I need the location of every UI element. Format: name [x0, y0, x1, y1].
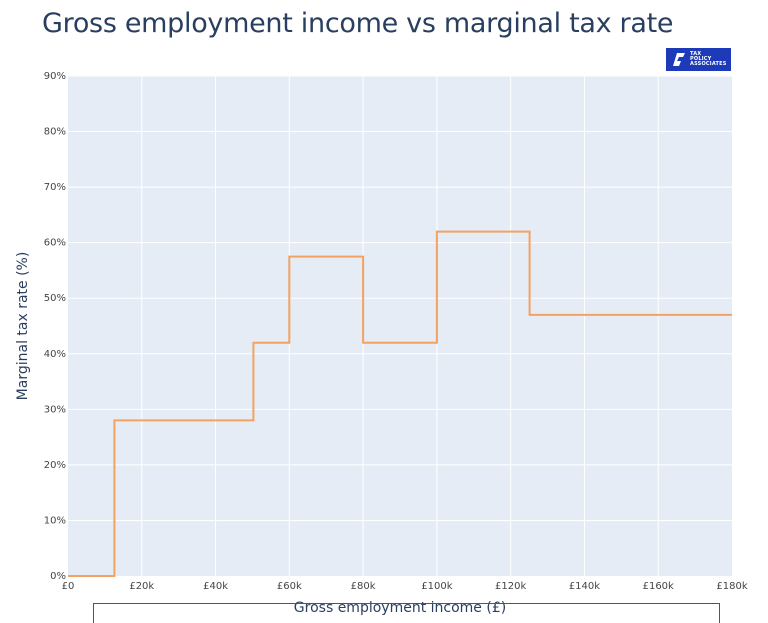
y-tick-label: 70%: [44, 182, 66, 193]
logo-mark-icon: [673, 53, 685, 66]
x-tick-label: £80k: [351, 581, 376, 592]
footer-box: [93, 603, 720, 623]
x-axis-title: Gross employment income (£): [294, 600, 506, 616]
y-tick-label: 90%: [44, 71, 66, 82]
y-tick-label: 10%: [44, 515, 66, 526]
chart-title: Gross employment income vs marginal tax …: [42, 8, 674, 39]
x-tick-label: £0: [62, 581, 75, 592]
y-axis-ticks: 0% 10% 20% 30% 40% 50% 60% 70% 80% 90%: [44, 71, 66, 582]
x-tick-label: £140k: [569, 581, 600, 592]
x-tick-label: £40k: [203, 581, 228, 592]
y-tick-label: 30%: [44, 404, 66, 415]
x-tick-label: £160k: [643, 581, 674, 592]
y-tick-label: 50%: [44, 293, 66, 304]
x-tick-label: £100k: [421, 581, 452, 592]
y-tick-label: 20%: [44, 460, 66, 471]
x-tick-label: £180k: [716, 581, 747, 592]
marginal-rate-line: [68, 230, 732, 577]
logo-text: TAX POLICY ASSOCIATES: [690, 50, 727, 68]
logo-line-3: ASSOCIATES: [690, 61, 727, 68]
logo-line-1: TAX: [690, 50, 702, 57]
y-axis-title: Marginal tax rate (%): [15, 252, 31, 401]
data-series: [68, 230, 732, 577]
plot-area: [68, 76, 732, 576]
gridlines: [68, 75, 732, 576]
y-tick-label: 60%: [44, 238, 66, 249]
y-tick-label: 0%: [50, 571, 66, 582]
y-tick-label: 40%: [44, 349, 66, 360]
x-tick-label: £60k: [277, 581, 302, 592]
tax-policy-associates-logo: TAX POLICY ASSOCIATES: [666, 48, 731, 71]
logo-line-2: POLICY: [690, 55, 712, 62]
x-axis-ticks: £0 £20k £40k £60k £80k £100k £120k £140k £160k £1…: [62, 581, 748, 592]
x-tick-label: £120k: [495, 581, 526, 592]
x-tick-label: £20k: [129, 581, 154, 592]
y-tick-label: 80%: [44, 127, 66, 138]
